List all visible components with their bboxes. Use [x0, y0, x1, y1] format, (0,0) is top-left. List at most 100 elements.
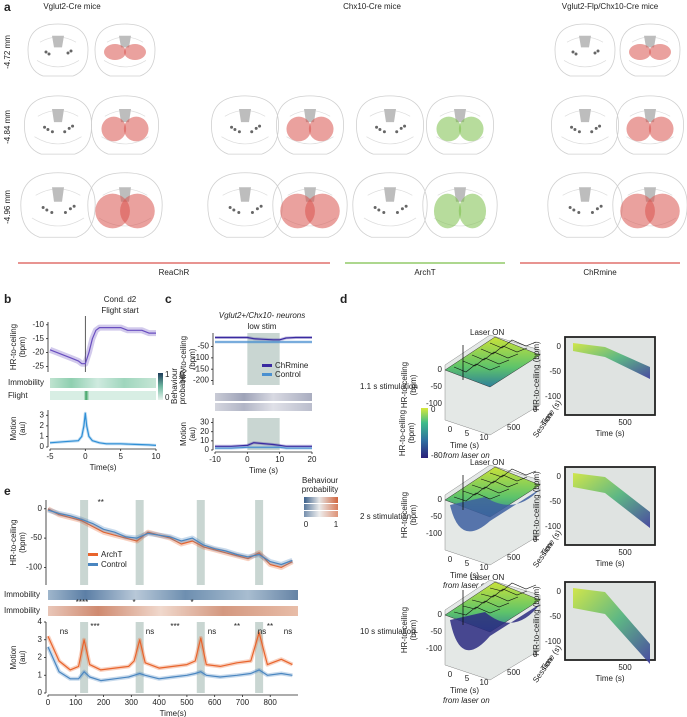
x-tick-label: 0: [245, 455, 250, 464]
x-axis-label: Time (s): [595, 559, 624, 568]
aqueduct: [384, 187, 396, 202]
group-title: Chx10-Cre mice: [343, 2, 401, 11]
y-tick-label: 30: [200, 418, 209, 427]
y-tick-label: -100: [545, 637, 562, 646]
y-tick-label: 3: [38, 635, 43, 644]
fiber-tip: [71, 124, 75, 128]
slice-outline: [425, 95, 495, 155]
brain-slice: [547, 172, 623, 238]
y-tick-label: 2: [38, 653, 43, 662]
expression: [458, 116, 484, 142]
y-tick-label: -100: [26, 563, 43, 572]
fiber-tip: [46, 127, 50, 131]
fiber-tip: [230, 125, 234, 129]
slice-outline: [20, 172, 96, 238]
fiber-tip: [63, 130, 67, 134]
z-tick-label: -50: [430, 382, 442, 391]
fiber-tip: [43, 125, 47, 129]
significance: ***: [170, 622, 179, 631]
fiber-tip: [382, 210, 386, 214]
z-tick-label: 0: [438, 365, 443, 374]
aqueduct: [644, 35, 656, 48]
brain-slice: [23, 95, 93, 155]
stim-shade: [80, 500, 89, 585]
x-tick-label: 500: [618, 548, 632, 557]
title: Cond. d2: [104, 295, 137, 304]
brain-slice: [94, 23, 156, 77]
legend-swatch: [88, 563, 98, 566]
significance: ***: [90, 622, 99, 631]
y-axis-label: HR-to-ceiling: [9, 519, 18, 565]
fiber-tip: [258, 124, 262, 128]
colorbar: [158, 373, 163, 400]
series-line: [49, 327, 156, 365]
row-label: Immobility: [4, 606, 40, 615]
x-axis-label: Time (s): [450, 686, 479, 695]
aqueduct: [239, 187, 251, 202]
z-axis-label: HR-to-ceiling: [400, 492, 409, 538]
surface-trace: [489, 339, 537, 349]
x-axis-label: Time (s): [450, 571, 479, 580]
aqueduct: [454, 108, 466, 123]
fiber-tip: [404, 204, 408, 208]
x-axis-label: from laser on: [443, 696, 490, 705]
brain-slice: [554, 23, 616, 77]
colorbar-tick: 0: [165, 393, 170, 402]
fiber-tip: [382, 130, 386, 134]
fiber-tip: [593, 51, 597, 55]
fiber-tip: [373, 205, 377, 209]
y-tick-label: -50: [30, 533, 42, 542]
surface-trace: [462, 357, 510, 367]
y-tick-label: -100: [193, 353, 210, 362]
expression: [95, 193, 130, 229]
side-ribbon: [573, 343, 650, 379]
aqueduct: [384, 108, 396, 123]
surface-trace: [489, 582, 537, 592]
fiber-tip: [233, 127, 237, 131]
fiber-tip: [250, 210, 254, 214]
panel-label: c: [165, 292, 172, 306]
fiber-tip: [255, 207, 259, 211]
fiber-tip: [590, 210, 594, 214]
session-tick: 500: [507, 553, 521, 562]
x-tick-label: 0: [448, 670, 453, 679]
significance: **: [234, 622, 240, 631]
x-axis-label: from laser on: [443, 581, 490, 590]
slice-outline: [550, 95, 620, 155]
brain-slice: [615, 95, 685, 155]
fiber-tip: [50, 210, 54, 214]
z-axis-label: (bpm): [409, 619, 418, 640]
y-tick-label: -15: [32, 334, 44, 343]
session-tick: 0: [533, 405, 538, 414]
annotation: Laser ON: [470, 328, 504, 337]
brain-slice: [352, 172, 428, 238]
fiber-tip: [568, 205, 572, 209]
x-tick-label: 10: [152, 452, 161, 461]
surface-trace: [471, 594, 519, 604]
slice-outline: [619, 23, 681, 77]
x-tick-label: 10: [480, 433, 489, 442]
colorbar-tick: 1: [334, 520, 339, 529]
significance: **: [267, 622, 273, 631]
group-title: Vglut2-Cre mice: [43, 2, 101, 11]
annotation: Laser ON: [470, 458, 504, 467]
x-tick-label: 20: [308, 455, 317, 464]
surface-dip: [450, 489, 540, 532]
row-label: 2 s stimulation: [360, 512, 411, 521]
row-label: Flight: [8, 391, 28, 400]
z-axis-label: (bpm): [409, 504, 418, 525]
colorbar-tick: 1: [165, 370, 170, 379]
x-tick-label: 5: [465, 674, 470, 683]
surface-trace: [453, 492, 501, 502]
slice-outline: [210, 95, 280, 155]
fiber-tip: [574, 52, 578, 56]
fiber-tip: [50, 130, 54, 134]
series-line: [47, 632, 293, 671]
colorbar-label: probability: [302, 485, 338, 494]
brain-slice: [20, 172, 96, 238]
slice-outline: [272, 172, 348, 238]
stim-shade: [255, 622, 264, 693]
y-tick-label: 10: [200, 436, 209, 445]
legend-label: Control: [275, 370, 301, 379]
y-axis-label: HR-to-ceiling (bpm): [532, 341, 541, 411]
